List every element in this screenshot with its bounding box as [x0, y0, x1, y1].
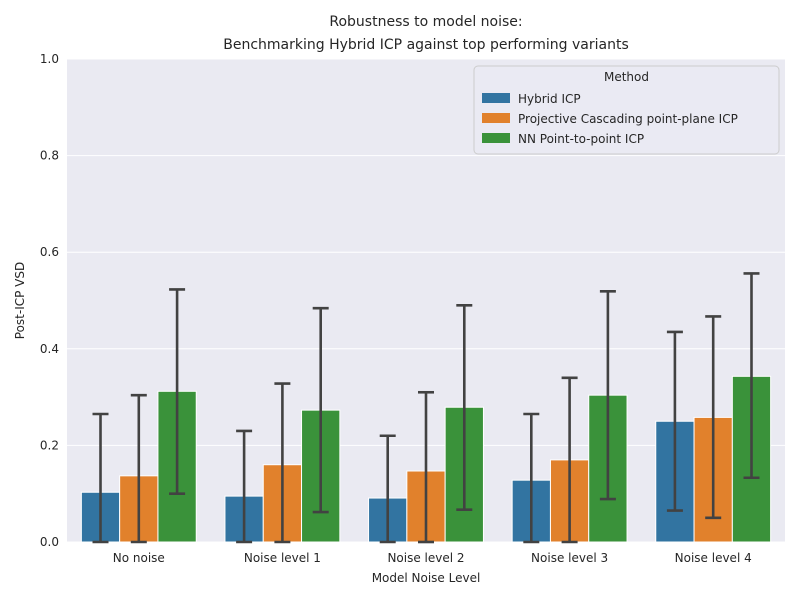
x-tick-label: Noise level 1	[244, 551, 321, 565]
y-ticks: 0.0 0.2 0.4 0.6 0.8 1.0	[40, 52, 59, 549]
legend-box	[473, 65, 780, 155]
legend-swatch	[482, 133, 510, 143]
legend-title: Method	[604, 70, 649, 84]
error-bars	[92, 272, 760, 544]
x-tick-label: Noise level 3	[531, 551, 608, 565]
legend-swatch	[482, 93, 510, 103]
y-tick-label: 0.2	[40, 438, 59, 452]
y-tick-label: 0.8	[40, 149, 59, 163]
x-axis-label: Model Noise Level	[372, 571, 481, 585]
x-tick-label: No noise	[113, 551, 165, 565]
legend-swatch	[482, 113, 510, 123]
x-tick-label: Noise level 4	[675, 551, 752, 565]
y-tick-label: 0.4	[40, 342, 59, 356]
legend: Method Hybrid ICP Projective Cascading po…	[473, 65, 780, 155]
legend-label: Hybrid ICP	[518, 92, 581, 106]
chart-title-line-2: Benchmarking Hybrid ICP against top perf…	[223, 37, 629, 53]
y-tick-label: 1.0	[40, 52, 59, 66]
chart-title-line-1: Robustness to model noise:	[329, 14, 522, 30]
legend-label: Projective Cascading point-plane ICP	[518, 112, 738, 126]
legend-label: NN Point-to-point ICP	[518, 132, 644, 146]
x-ticks: No noise Noise level 1 Noise level 2 Noise …	[113, 551, 752, 565]
y-tick-label: 0.6	[40, 245, 59, 259]
x-tick-label: Noise level 2	[387, 551, 464, 565]
y-axis-label: Post-ICP VSD	[13, 262, 27, 339]
y-tick-label: 0.0	[40, 535, 59, 549]
